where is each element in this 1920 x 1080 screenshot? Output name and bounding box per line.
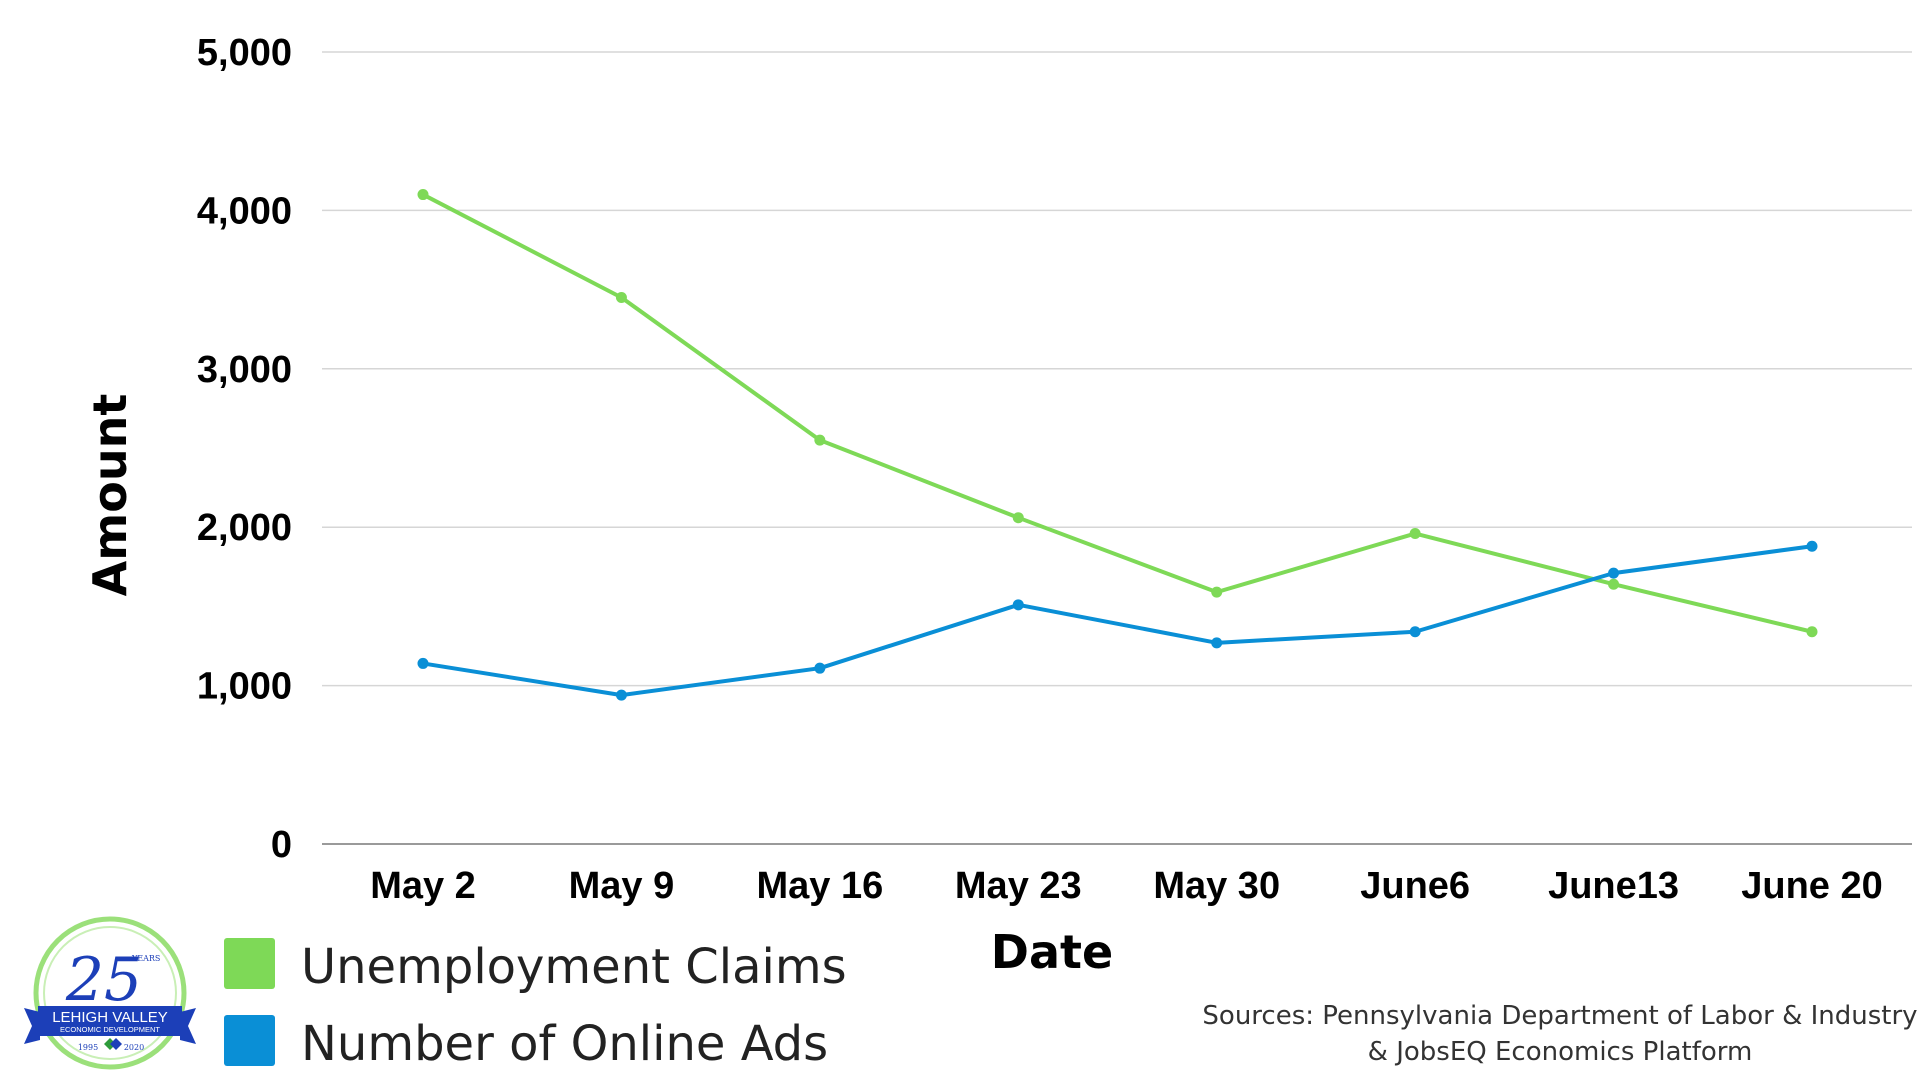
data-point bbox=[417, 657, 429, 669]
data-point bbox=[1409, 528, 1421, 540]
data-point bbox=[814, 434, 826, 446]
data-point bbox=[1012, 599, 1024, 611]
logo-inner-ring bbox=[43, 926, 177, 1060]
series-line bbox=[421, 192, 1814, 634]
logo-years: YEARS bbox=[131, 954, 160, 963]
y-tick-label: 5,000 bbox=[197, 32, 292, 74]
series-group bbox=[417, 189, 1818, 638]
data-point bbox=[1806, 540, 1818, 552]
x-tick-label: June6 bbox=[1360, 865, 1470, 907]
legend-label-online-ads: Number of Online Ads bbox=[301, 1016, 828, 1072]
legend: Unemployment Claims Number of Online Ads bbox=[224, 938, 847, 1072]
series-line bbox=[421, 544, 1814, 698]
legend-label-unemployment-claims: Unemployment Claims bbox=[301, 939, 847, 995]
x-axis-title: Date bbox=[991, 925, 1113, 979]
logo-org-line2: ECONOMIC DEVELOPMENT bbox=[60, 1025, 160, 1034]
series-group bbox=[417, 540, 1818, 701]
y-tick-label: 3,000 bbox=[197, 349, 292, 391]
x-tick-label: May 9 bbox=[569, 865, 675, 907]
logo-year-start: 1995 bbox=[78, 1043, 98, 1052]
legend-swatch-online-ads bbox=[224, 1015, 275, 1066]
x-tick-label: May 2 bbox=[370, 865, 476, 907]
sources-note: Sources: Pennsylvania Department of Labo… bbox=[1202, 1001, 1917, 1067]
y-tick-label: 1,000 bbox=[197, 666, 292, 708]
data-point bbox=[1012, 512, 1024, 524]
x-tick-label: May 16 bbox=[756, 865, 883, 907]
data-point bbox=[1608, 578, 1620, 590]
data-point bbox=[814, 662, 826, 674]
x-tick-label: June13 bbox=[1548, 865, 1679, 907]
logo-number: 25 bbox=[65, 945, 142, 1015]
logo-year-end: 2020 bbox=[124, 1043, 144, 1052]
logo-ribbon-right bbox=[180, 1008, 196, 1044]
sources-line-2: & JobsEQ Economics Platform bbox=[1368, 1037, 1753, 1067]
sources-line-1: Sources: Pennsylvania Department of Labo… bbox=[1202, 1001, 1917, 1031]
logo-org-line1: LEHIGH VALLEY bbox=[52, 1009, 168, 1026]
gridlines bbox=[322, 51, 1912, 845]
y-tick-label: 2,000 bbox=[197, 507, 292, 549]
y-tick-label: 4,000 bbox=[197, 190, 292, 232]
legend-swatch-unemployment-claims bbox=[224, 938, 275, 989]
x-tick-label: May 30 bbox=[1153, 865, 1280, 907]
logo-mark-icon-2 bbox=[110, 1038, 122, 1050]
logo-banner bbox=[38, 1006, 182, 1036]
x-tick-label: June 20 bbox=[1741, 865, 1883, 907]
data-point bbox=[1211, 586, 1223, 598]
data-point bbox=[1608, 567, 1620, 579]
series-lines bbox=[417, 189, 1818, 701]
lehigh-valley-logo: 25 YEARS LEHIGH VALLEY ECONOMIC DEVELOPM… bbox=[24, 916, 196, 1070]
logo-ribbon-left bbox=[24, 1008, 40, 1044]
data-point bbox=[1211, 637, 1223, 649]
data-point bbox=[1806, 626, 1818, 638]
data-point bbox=[417, 189, 429, 201]
x-tick-label: May 23 bbox=[955, 865, 1082, 907]
y-axis-title: Amount bbox=[83, 394, 137, 597]
data-point bbox=[615, 689, 627, 701]
data-point bbox=[1409, 626, 1421, 638]
x-axis-ticks: May 2 May 9 May 16 May 23 May 30 June6 June13 J… bbox=[370, 865, 1883, 907]
y-tick-label: 0 bbox=[271, 824, 292, 866]
data-point bbox=[615, 292, 627, 304]
y-axis-ticks: 0 1,000 2,000 3,000 4,000 5,000 bbox=[197, 32, 292, 866]
